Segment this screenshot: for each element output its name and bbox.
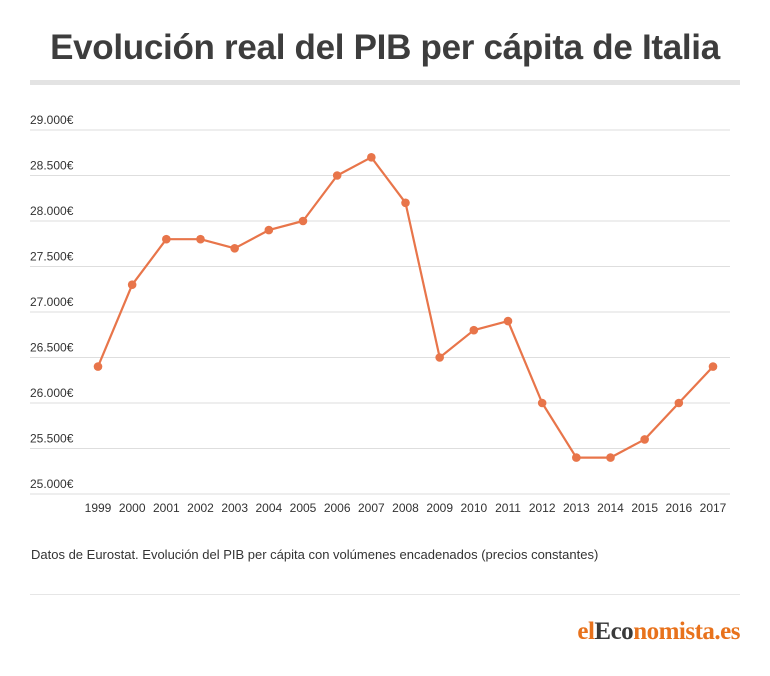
y-tick-label: 27.500€ (30, 250, 74, 264)
footer-divider (30, 594, 740, 595)
data-point-2013 (572, 453, 581, 462)
data-point-2008 (401, 198, 410, 208)
x-tick-label: 2015 (631, 501, 658, 515)
data-point-2006 (332, 171, 342, 180)
x-tick-label: 2012 (529, 501, 556, 515)
data-point-2017 (708, 362, 718, 371)
data-point-2005 (298, 216, 308, 226)
data-point-2007 (367, 153, 376, 162)
data-point-2004 (264, 225, 274, 235)
x-tick-label: 2002 (187, 501, 214, 515)
x-tick-label: 2006 (324, 501, 351, 515)
y-tick-label: 28.000€ (30, 204, 74, 218)
y-tick-label: 29.000€ (30, 113, 74, 127)
logo-part-nomista: nomista.es (633, 618, 740, 645)
source-note: Datos de Eurostat. Evolución del PIB per… (31, 547, 599, 562)
x-tick-label: 2013 (563, 501, 590, 515)
y-tick-label: 26.500€ (30, 341, 74, 355)
y-tick-label: 26.000€ (30, 386, 74, 400)
y-tick-label: 25.000€ (30, 477, 74, 491)
grid-lines (30, 129, 730, 495)
data-point-2003 (230, 244, 239, 253)
logo-part-el: el (577, 618, 595, 645)
x-tick-label: 2000 (119, 501, 146, 515)
data-point-2001 (162, 234, 171, 244)
x-tick-label: 2004 (255, 501, 282, 515)
data-point-2012 (537, 398, 547, 408)
data-point-2014 (606, 453, 615, 462)
x-tick-label: 2001 (153, 501, 180, 515)
x-tick-label: 2007 (358, 501, 385, 515)
chart-title: Evolución real del PIB per cápita de Ita… (50, 28, 720, 67)
data-point-2011 (503, 316, 513, 326)
data-point-2002 (196, 234, 205, 244)
logo-part-eco: Eco (594, 618, 634, 645)
data-point-1999 (93, 362, 103, 371)
y-tick-label: 27.000€ (30, 295, 74, 309)
x-tick-label: 2017 (700, 501, 727, 515)
x-axis-ticks: 1999 2000 2001 2002 2003 2004 2005 2006 2007 2008… (85, 501, 727, 515)
data-point-2010 (469, 325, 479, 335)
line-chart: 25.000€ 25.500€ 26.000€ 26.500€ 27.000€ 27.50… (30, 113, 730, 515)
y-tick-label: 28.500€ (30, 159, 74, 173)
brand-logo[interactable]: elEconomista.es (577, 618, 740, 646)
x-tick-label: 2005 (290, 501, 317, 515)
data-point-2009 (435, 353, 444, 362)
data-point-2015 (640, 435, 649, 444)
x-tick-label: 2016 (665, 501, 692, 515)
x-tick-label: 1999 (85, 501, 112, 515)
data-point-2016 (674, 398, 684, 408)
x-tick-label: 2009 (426, 501, 453, 515)
x-tick-label: 2003 (221, 501, 248, 515)
series-points (93, 153, 718, 462)
title-divider (30, 80, 740, 85)
x-tick-label: 2014 (597, 501, 624, 515)
data-point-2000 (127, 280, 137, 290)
x-tick-label: 2008 (392, 501, 419, 515)
y-tick-label: 25.500€ (30, 432, 74, 446)
x-tick-label: 2011 (495, 501, 521, 515)
y-axis-ticks: 25.000€ 25.500€ 26.000€ 26.500€ 27.000€ 27.50… (30, 113, 74, 491)
x-tick-label: 2010 (460, 501, 487, 515)
